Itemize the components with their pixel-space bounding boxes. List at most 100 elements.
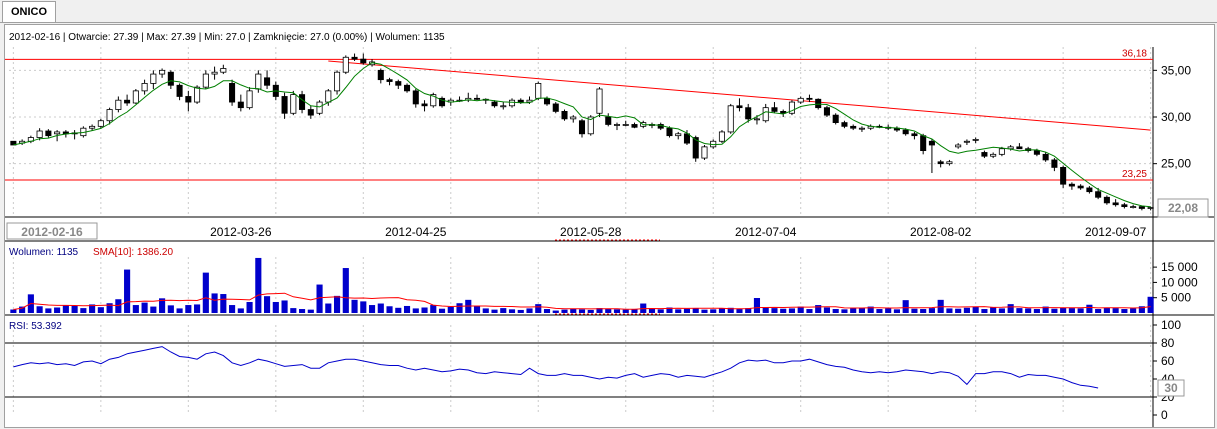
volume-bar: [237, 308, 244, 313]
volume-bar: [963, 307, 970, 313]
candle-body: [281, 96, 288, 114]
candle-body: [1033, 150, 1040, 155]
candle-body: [430, 94, 437, 107]
volume-bar: [298, 309, 306, 313]
vol-y-tick-label: 15 000: [1161, 260, 1198, 274]
candle-body: [386, 79, 393, 82]
x-tick-label: 2012-09-07: [1085, 225, 1147, 239]
candle-body: [246, 90, 253, 109]
volume-bar: [736, 309, 743, 313]
volume-bar: [998, 308, 1005, 313]
volume-bar: [115, 299, 122, 313]
volume-bar: [692, 308, 699, 313]
x-tick-label: 2012-03-26: [210, 225, 272, 239]
volume-bar: [1138, 306, 1145, 313]
candle-body: [229, 83, 236, 103]
volume-bar: [990, 307, 997, 313]
y-tick-label: 30,00: [1161, 110, 1191, 124]
volume-bar: [946, 308, 953, 313]
candle-body: [473, 97, 481, 100]
candle-body: [797, 97, 804, 103]
volume-bar: [850, 308, 857, 313]
trend-line: [328, 60, 1151, 131]
volume-bar: [1016, 308, 1023, 313]
candle-body: [421, 103, 428, 107]
candle-body: [1130, 206, 1137, 209]
candle-body: [517, 99, 524, 103]
rsi-label: RSI: 53.392: [9, 321, 62, 332]
volume-bar: [727, 307, 734, 313]
rsi-y-tick-label: 60: [1161, 354, 1175, 368]
tab-onico[interactable]: ONICO: [2, 1, 57, 22]
chart-pane: 2012-02-16 | Otwarcie: 27.39 | Max: 27.3…: [4, 24, 1215, 428]
candle-body: [1077, 185, 1084, 189]
candle-body: [10, 140, 17, 146]
volume-bar: [264, 296, 271, 313]
volume-bar: [54, 307, 61, 313]
candle-body: [45, 130, 52, 137]
volume-bar: [841, 309, 848, 313]
rsi-line: [13, 346, 1099, 389]
volume-bar: [762, 307, 769, 313]
volume-bar: [955, 308, 962, 313]
candle-body: [36, 130, 43, 138]
volume-bar: [1095, 309, 1102, 313]
info-bar: 2012-02-16 | Otwarcie: 27.39 | Max: 27.3…: [9, 32, 445, 43]
volume-bar: [307, 309, 314, 313]
volume-bar: [290, 308, 297, 313]
volume-bar: [333, 295, 341, 313]
candle-body: [832, 114, 839, 123]
candle-body: [911, 133, 918, 137]
candle-body: [325, 90, 332, 103]
volume-bar: [928, 308, 935, 313]
candle-body: [902, 129, 909, 135]
volume-bar: [858, 307, 866, 313]
candle-body: [1103, 196, 1110, 204]
candle-body: [1042, 153, 1049, 161]
candle-body: [290, 94, 297, 114]
x-tick-label: 2012-02-16: [21, 225, 83, 239]
candle-body: [666, 127, 673, 137]
candle-body: [106, 109, 113, 122]
candle-body: [159, 69, 166, 75]
volume-bar: [211, 293, 218, 313]
volume-bar: [159, 298, 166, 313]
candle-body: [605, 116, 612, 125]
candle-body: [360, 58, 367, 64]
volume-bar: [788, 308, 796, 313]
volume-bar: [412, 308, 419, 313]
rsi-last-label: 30: [1164, 381, 1178, 395]
candle-body: [307, 109, 314, 116]
volume-bar: [281, 300, 288, 313]
candle-body: [508, 99, 516, 107]
volume-bar: [1033, 309, 1040, 313]
candle-body: [237, 101, 244, 109]
volume-bar: [885, 308, 892, 313]
volume-bar: [377, 303, 384, 313]
volume-bar: [80, 308, 87, 313]
volume-bar: [342, 268, 349, 313]
stock-chart[interactable]: 2012-02-16 | Otwarcie: 27.39 | Max: 27.3…: [5, 25, 1214, 427]
candle-body: [1068, 183, 1075, 187]
candle-body: [1051, 159, 1058, 168]
volume-bar: [351, 299, 358, 313]
candle-body: [543, 97, 551, 105]
volume-bar: [745, 308, 752, 313]
volume-bar: [587, 309, 594, 313]
x-tick-label: 2012-05-28: [560, 225, 622, 239]
volume-bar: [815, 305, 822, 313]
rsi-last-box: [1157, 379, 1185, 397]
volume-bar: [272, 301, 279, 313]
candle-body: [185, 96, 192, 103]
volume-bar: [124, 269, 131, 313]
candle-body: [500, 105, 507, 108]
candle-body: [115, 99, 122, 110]
candle-body: [928, 140, 935, 146]
candle-body: [806, 97, 813, 100]
volume-bar: [1086, 304, 1093, 313]
candle-body: [97, 120, 104, 127]
volume-bar: [797, 306, 804, 313]
candle-body: [54, 131, 61, 135]
candle-body: [535, 83, 542, 99]
